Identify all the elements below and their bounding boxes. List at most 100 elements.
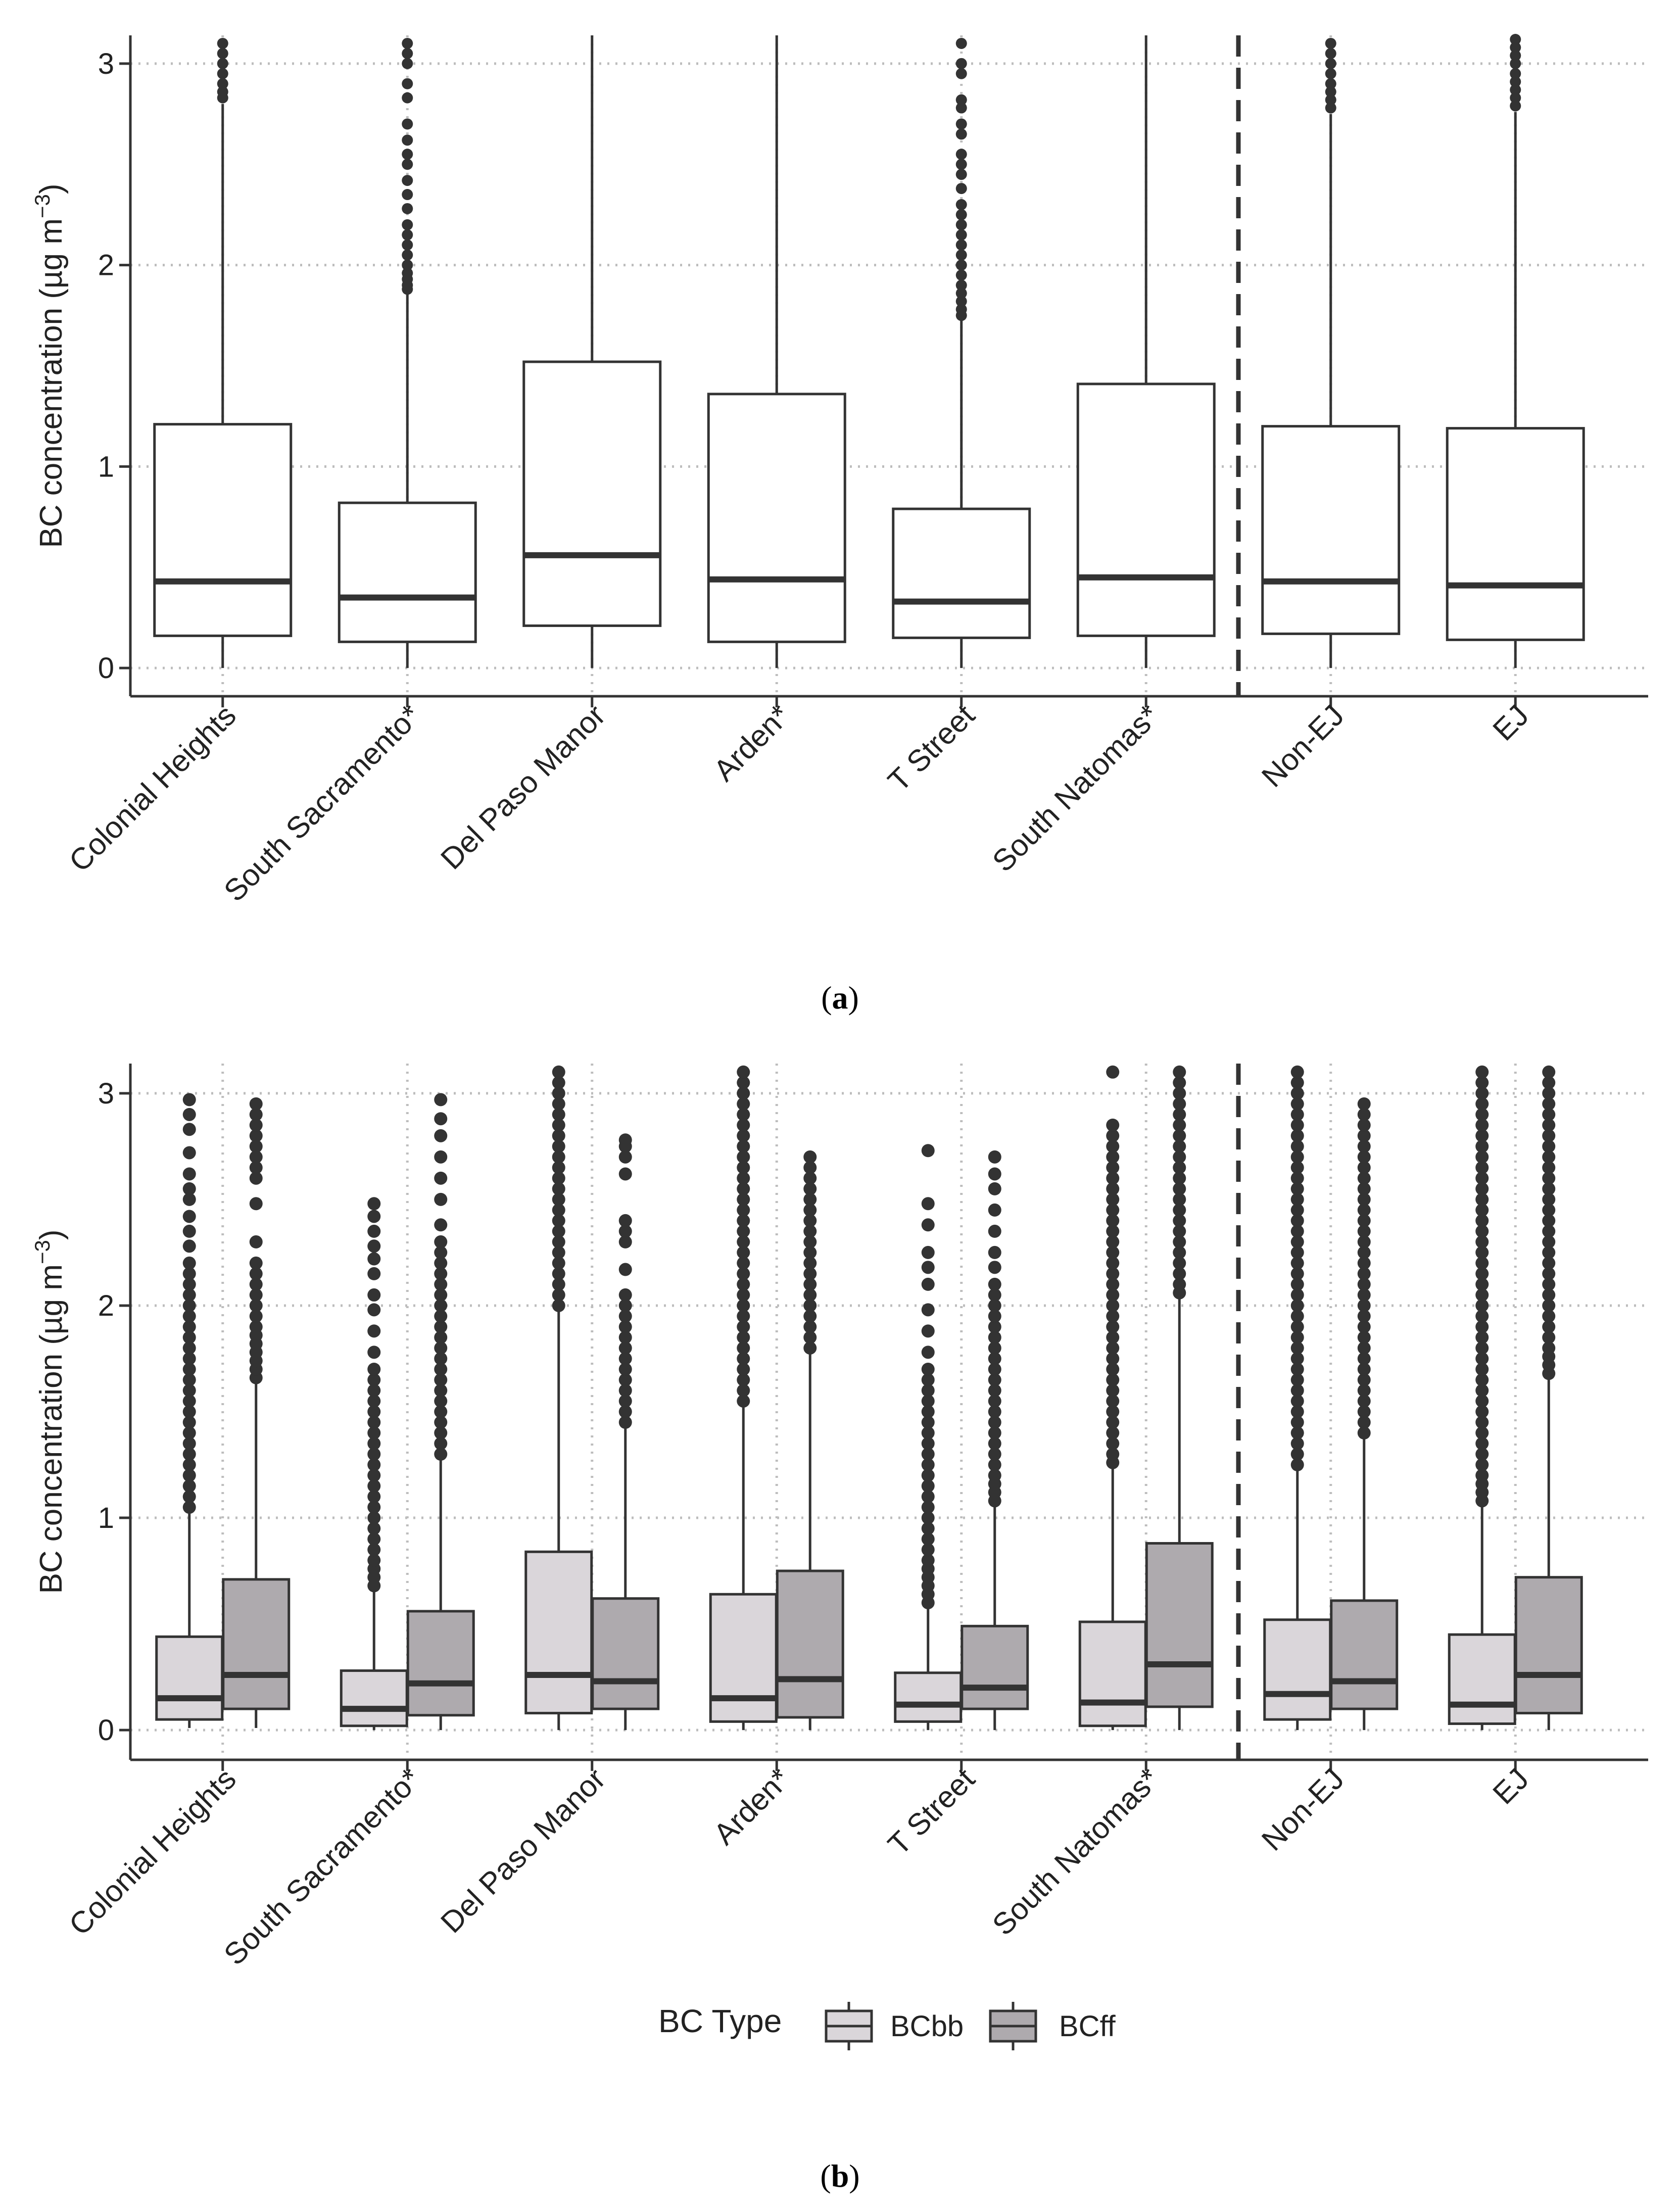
box-bcff-south-natomas-outlier (1173, 1182, 1186, 1195)
box-bcff-del-paso-manor-outlier (618, 1150, 632, 1164)
box-bcbb-south-natomas-outlier (1106, 1192, 1120, 1206)
box-bcff-colonial-heights-outlier (249, 1161, 263, 1174)
box-bcbb-non-ej-outlier (1290, 1394, 1304, 1408)
box-bcbb-non-ej-outlier (1290, 1383, 1304, 1397)
box-bcff-arden-outlier (803, 1299, 817, 1312)
box-bcbb-south-natomas-outlier (1106, 1235, 1120, 1248)
box-bcbb-t-street-outlier (921, 1405, 935, 1418)
box-bcff-ej-outlier (1542, 1245, 1556, 1259)
box-bcff-t-street-outlier (988, 1405, 1001, 1418)
box-bcbb-del-paso-manor-outlier (552, 1076, 565, 1089)
box-bc-ej-outlier (1510, 76, 1521, 87)
box-bcbb-del-paso-manor-outlier (552, 1288, 565, 1302)
box-bcbb-ej-outlier (1475, 1182, 1489, 1195)
box-bc-t-street-outlier (955, 287, 967, 299)
box-bcff-ej-outlier (1542, 1076, 1556, 1089)
box-bcff-south-sacramento-outlier (434, 1352, 448, 1365)
box-bcff-t-street-outlier (988, 1469, 1001, 1482)
box-bc-t-street-outlier (955, 249, 967, 261)
box-bcbb-south-sacramento-outlier (367, 1501, 381, 1514)
box-bcff-non-ej-outlier (1357, 1203, 1371, 1217)
box-bcff-non-ej-outlier (1357, 1182, 1371, 1195)
box-bcbb-arden-outlier (737, 1394, 750, 1408)
box-bcbb-arden-outlier (737, 1383, 750, 1397)
box-bcbb-arden-outlier (737, 1299, 750, 1312)
box-bcff-non-ej-outlier (1357, 1362, 1371, 1376)
box-bcff-t-street-outlier (988, 1320, 1001, 1333)
box-bcff-t-street-outlier (988, 1448, 1001, 1461)
box-bcbb-colonial-heights-outlier (182, 1469, 196, 1482)
box-bcbb-non-ej-outlier (1290, 1437, 1304, 1451)
box-bcbb-arden-outlier (737, 1309, 750, 1323)
box-bcff-south-natomas-outlier (1173, 1267, 1186, 1280)
box-bcff-south-natomas-iqr (1145, 1542, 1214, 1708)
box-bcbb-south-natomas-outlier (1106, 1383, 1120, 1397)
box-bcff-del-paso-manor-outlier (618, 1341, 632, 1355)
box-bcbb-south-natomas-outlier (1106, 1437, 1120, 1451)
box-bcbb-del-paso-manor-outlier (552, 1267, 565, 1280)
box-bcbb-arden-outlier (737, 1352, 750, 1365)
box-bcbb-non-ej-iqr (1263, 1618, 1332, 1721)
box-bcbb-del-paso-manor (524, 1065, 593, 1731)
box-bcbb-non-ej-outlier (1290, 1405, 1304, 1418)
box-bcbb-arden-outlier (737, 1235, 750, 1248)
box-bcbb-non-ej-outlier (1290, 1277, 1304, 1291)
box-bcbb-ej-outlier (1475, 1383, 1489, 1397)
box-bcff-south-sacramento-outlier (434, 1112, 448, 1126)
box-bcff-ej-outlier (1542, 1150, 1556, 1164)
box-bcbb-ej-outlier (1475, 1448, 1489, 1461)
box-bcbb-south-sacramento-outlier (367, 1490, 381, 1504)
box-bc-ej-outlier (1510, 100, 1521, 112)
box-bcff-non-ej-outlier (1357, 1150, 1371, 1164)
box-bcbb-colonial-heights-outlier (182, 1108, 196, 1121)
box-bcff-south-sacramento-outlier (434, 1277, 448, 1291)
box-bcff-non-ej-outlier (1357, 1383, 1371, 1397)
box-bcbb-arden-outlier (737, 1288, 750, 1302)
box-bcbb-arden-outlier (737, 1161, 750, 1174)
box-bcbb-ej-outlier (1475, 1161, 1489, 1174)
box-bcff-south-sacramento-outlier (434, 1267, 448, 1280)
box-bcff-non-ej-outlier (1357, 1097, 1371, 1111)
box-bcbb-arden-outlier (737, 1362, 750, 1376)
box-bcbb-south-natomas-outlier (1106, 1182, 1120, 1195)
box-bcbb-south-natomas-outlier (1106, 1320, 1120, 1333)
box-bcff-south-sacramento-iqr (406, 1610, 475, 1717)
box-bcbb-non-ej-outlier (1290, 1458, 1304, 1472)
box-bcbb-t-street-outlier (921, 1469, 935, 1482)
box-bcbb-south-sacramento-outlier (367, 1383, 381, 1397)
box-bcff-south-natomas-outlier (1173, 1065, 1186, 1079)
box-bcff-south-sacramento-outlier (434, 1416, 448, 1429)
box-bcff-colonial-heights-outlier (249, 1150, 263, 1164)
box-bcff-ej-outlier (1542, 1182, 1556, 1195)
box-bcff-colonial-heights-outlier (249, 1320, 263, 1333)
box-bcbb-colonial-heights-outlier (182, 1192, 196, 1206)
box-bcff-ej-outlier (1542, 1320, 1556, 1333)
box-bcbb-colonial-heights-outlier (182, 1448, 196, 1461)
box-bc-t-street-outlier (955, 58, 967, 69)
box-bcff-t-street-outlier (988, 1458, 1001, 1472)
box-bcbb-del-paso-manor-outlier (552, 1182, 565, 1195)
box-bcbb-colonial-heights-outlier (182, 1341, 196, 1355)
box-bcff-colonial-heights-outlier (249, 1256, 263, 1270)
box-bc-colonial-heights-outlier (217, 58, 228, 69)
box-bcff-t-street-outlier (988, 1309, 1001, 1323)
y-tick-label: 1 (98, 450, 114, 483)
box-bcff-ej-outlier (1542, 1214, 1556, 1227)
box-bcbb-colonial-heights-outlier (182, 1330, 196, 1344)
box-bcbb-south-sacramento-outlier (367, 1479, 381, 1493)
box-bcbb-non-ej-outlier (1290, 1076, 1304, 1089)
x-tick-label-ej: EJ (1486, 1762, 1535, 1811)
box-bcff-t-street-outlier (988, 1245, 1001, 1259)
box-bcff-south-sacramento-outlier (434, 1394, 448, 1408)
box-bcff-non-ej-iqr (1330, 1599, 1399, 1710)
box-bcbb-south-sacramento-iqr (340, 1669, 408, 1727)
box-bcff-non-ej-outlier (1357, 1139, 1371, 1153)
box-bcff-south-natomas-outlier (1173, 1118, 1186, 1132)
box-bcbb-colonial-heights-outlier (182, 1277, 196, 1291)
box-bcbb-non-ej-outlier (1290, 1448, 1304, 1461)
box-bcbb-ej-outlier (1475, 1341, 1489, 1355)
box-bc-ej-outlier (1510, 33, 1521, 45)
box-bcff-non-ej-outlier (1357, 1394, 1371, 1408)
box-bc-t-street-outlier (955, 229, 967, 241)
box-bcbb-t-street-outlier (921, 1501, 935, 1514)
